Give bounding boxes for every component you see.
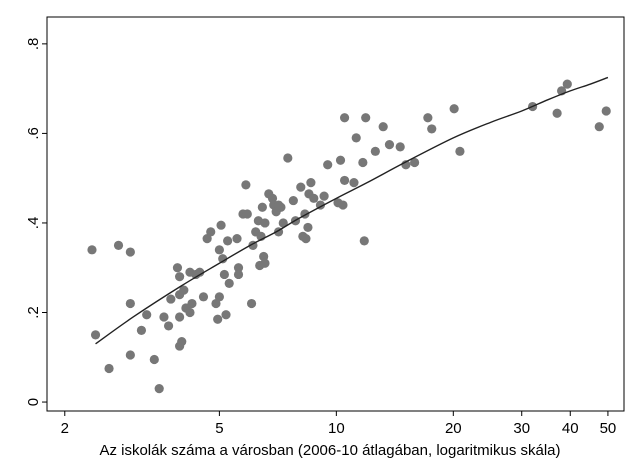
data-point xyxy=(384,140,395,150)
y-tick-label: .2 xyxy=(25,306,42,319)
data-point xyxy=(179,285,189,295)
x-tick-label: 2 xyxy=(61,420,69,437)
data-point xyxy=(213,314,223,324)
data-point xyxy=(242,209,252,219)
data-point xyxy=(351,133,361,143)
data-point xyxy=(246,298,257,309)
data-point xyxy=(154,384,164,394)
data-point xyxy=(338,200,348,210)
x-tick-label: 20 xyxy=(445,420,462,437)
data-point xyxy=(449,104,459,114)
data-point xyxy=(214,292,224,302)
data-point xyxy=(202,234,212,244)
data-point xyxy=(195,267,205,277)
data-point xyxy=(224,278,234,288)
x-tick-label: 40 xyxy=(562,420,579,437)
data-point xyxy=(149,354,159,365)
data-point xyxy=(218,254,228,264)
data-point xyxy=(185,307,195,318)
data-point xyxy=(319,191,329,201)
data-point xyxy=(177,337,187,347)
data-point xyxy=(163,321,174,331)
data-point xyxy=(309,193,319,203)
data-point xyxy=(172,263,183,273)
data-point xyxy=(90,330,101,340)
data-point xyxy=(136,325,147,336)
data-point xyxy=(455,146,465,156)
data-point xyxy=(276,202,286,212)
data-point xyxy=(594,122,604,132)
data-point xyxy=(260,258,270,268)
data-point xyxy=(562,79,572,89)
x-tick-label: 5 xyxy=(215,420,223,437)
data-point xyxy=(104,363,114,374)
data-point xyxy=(198,292,209,302)
data-point xyxy=(395,142,405,152)
data-point xyxy=(125,298,135,309)
data-point xyxy=(125,350,135,360)
y-tick-label: .4 xyxy=(25,217,42,230)
scatter-points xyxy=(87,79,611,394)
data-point xyxy=(175,312,185,322)
y-tick-label: 0 xyxy=(25,398,42,406)
data-point xyxy=(306,178,316,188)
data-point xyxy=(87,245,97,255)
data-point xyxy=(260,218,270,228)
data-point xyxy=(223,236,233,246)
y-tick-label: .6 xyxy=(25,127,42,140)
data-point xyxy=(323,160,333,170)
data-point xyxy=(370,146,380,156)
data-point xyxy=(241,180,251,190)
y-axis: 0 .2 .4 .6 .8 xyxy=(25,38,47,406)
data-point xyxy=(361,113,371,123)
data-point xyxy=(175,272,185,282)
data-point xyxy=(423,113,433,123)
data-point xyxy=(358,157,368,168)
data-point xyxy=(216,220,226,230)
data-point xyxy=(159,312,169,322)
data-point xyxy=(378,122,388,132)
data-point xyxy=(257,202,267,212)
x-axis: 2 5 10 20 30 40 50 xyxy=(61,411,617,437)
data-point xyxy=(278,218,288,228)
data-point xyxy=(125,247,135,257)
data-point xyxy=(219,269,229,280)
data-point xyxy=(142,310,152,320)
data-point xyxy=(206,227,216,237)
data-point xyxy=(288,195,298,206)
data-point xyxy=(232,234,242,244)
data-point xyxy=(339,113,350,123)
data-point xyxy=(409,157,420,168)
x-tick-label: 10 xyxy=(328,420,345,437)
data-point xyxy=(335,155,346,165)
data-point xyxy=(221,310,231,320)
data-point xyxy=(113,240,124,250)
data-point xyxy=(601,106,611,116)
data-point xyxy=(283,153,293,163)
data-point xyxy=(339,175,350,186)
x-axis-title: Az iskolák száma a városban (2006-10 átl… xyxy=(99,442,560,459)
data-point xyxy=(303,222,313,233)
data-point xyxy=(187,298,197,309)
y-tick-label: .8 xyxy=(25,38,42,51)
data-point xyxy=(301,234,311,244)
data-point xyxy=(296,182,306,192)
data-point xyxy=(552,108,562,118)
x-tick-label: 30 xyxy=(513,420,530,437)
fit-line xyxy=(95,76,609,345)
x-tick-label: 50 xyxy=(600,420,617,437)
data-point xyxy=(349,178,359,188)
data-point xyxy=(233,269,244,280)
data-point xyxy=(233,263,244,273)
data-point xyxy=(166,294,176,304)
data-point xyxy=(359,236,369,246)
plot-frame xyxy=(46,16,625,412)
data-point xyxy=(427,124,437,134)
data-point xyxy=(214,245,224,255)
